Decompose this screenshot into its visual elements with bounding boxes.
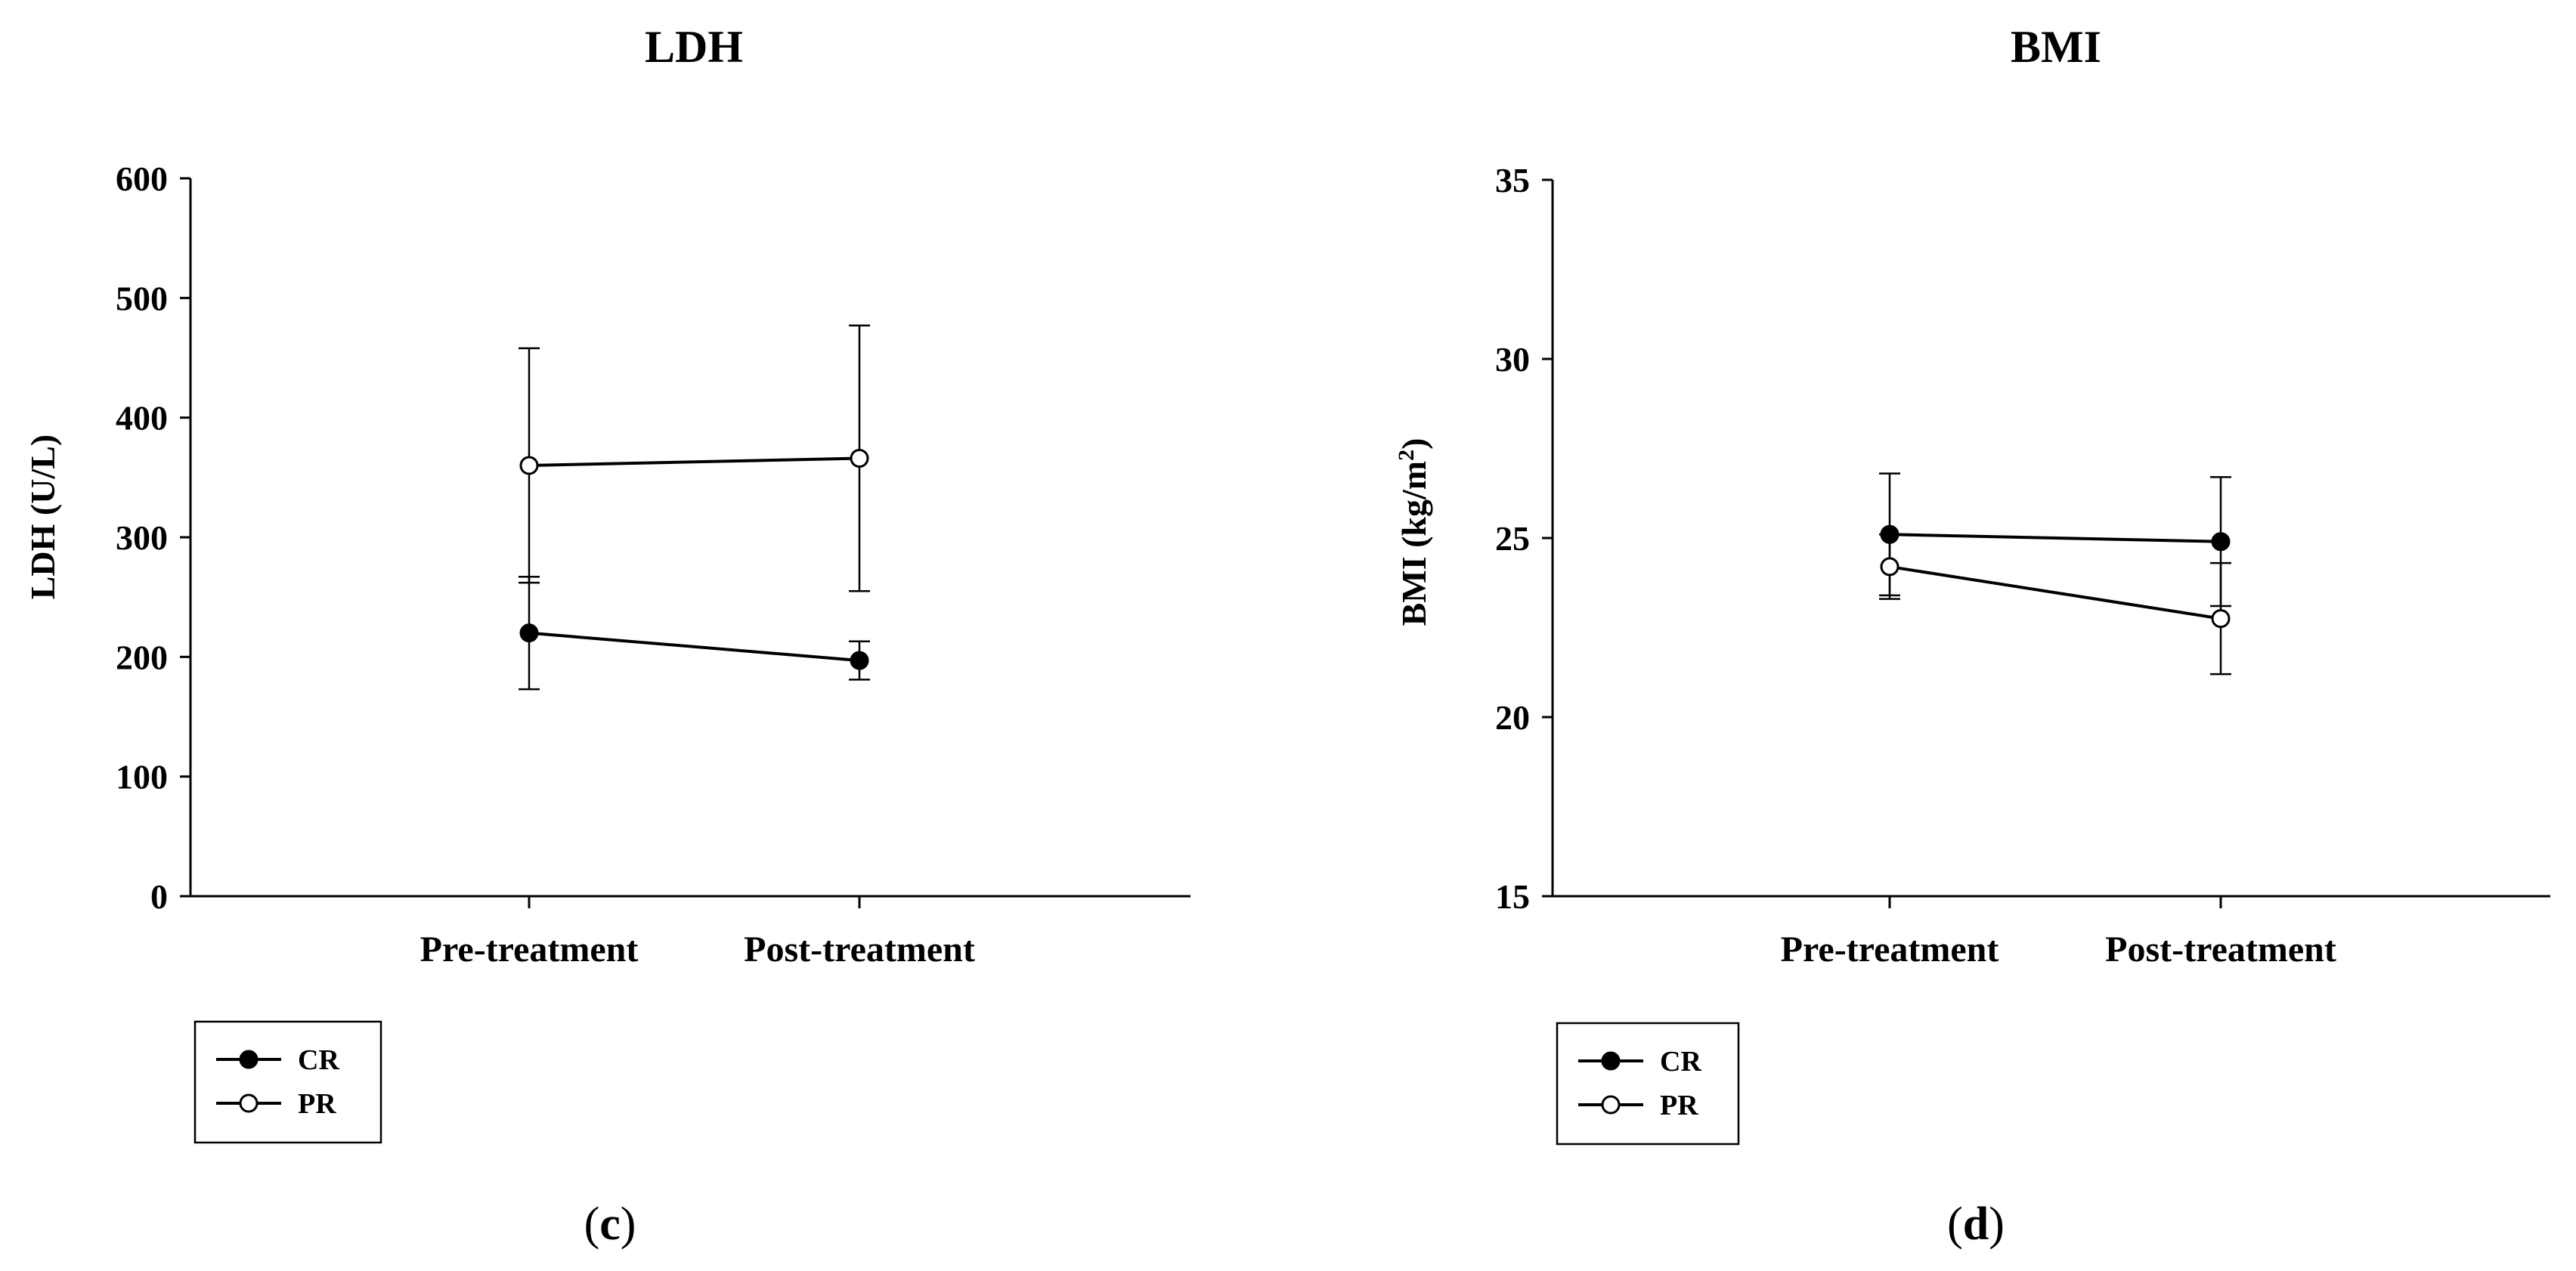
y-tick-label: 100	[116, 758, 168, 796]
x-tick-label: Post-treatment	[2105, 929, 2336, 969]
legend-marker	[1601, 1095, 1621, 1115]
y-tick-label: 35	[1495, 161, 1530, 199]
legend-label: CR	[1660, 1046, 1701, 1078]
y-tick-label: 25	[1495, 519, 1530, 558]
y-axis-label-bmi: BMI (kg/m2)	[1394, 438, 1434, 626]
y-tick-label: 400	[116, 399, 168, 438]
legend-label: CR	[298, 1044, 339, 1076]
data-point-cr	[519, 623, 539, 643]
y-tick-label: 20	[1495, 698, 1530, 737]
y-axis-label-tail: )	[1395, 438, 1433, 450]
series-line-cr	[528, 631, 860, 663]
data-point-pr	[2211, 609, 2231, 629]
y-tick-label: 15	[1495, 877, 1530, 916]
legend-ldh: CR PR	[194, 1020, 382, 1144]
panel-letter-d: (d)	[1947, 1198, 2005, 1250]
legend-bmi: CR PR	[1556, 1022, 1740, 1146]
y-axis-label-main: BMI (kg/m	[1395, 461, 1433, 626]
x-tick-label: Post-treatment	[744, 929, 975, 969]
series-line-pr	[528, 456, 860, 467]
data-point-pr	[850, 449, 869, 468]
axes-bmi: 15 20 25 30 35 Pre-treatment Post-treatment	[1495, 161, 2550, 969]
panel-ldh: LDH LDH (U/L) 0 100 200 300 400 500 600 Pre-tre…	[23, 22, 1190, 1250]
x-tick-label: Pre-treatment	[420, 929, 639, 969]
data-point-pr	[519, 456, 539, 475]
panel-letter-c-label: c	[599, 1198, 621, 1250]
panel-letter-c: (c)	[584, 1198, 636, 1250]
legend-box	[1556, 1022, 1740, 1146]
x-tick-label: Pre-treatment	[1781, 929, 1999, 969]
legend-label: PR	[1660, 1090, 1698, 1121]
y-tick-label: 0	[150, 877, 168, 916]
legend-box	[194, 1020, 382, 1144]
data-point-cr	[2211, 532, 2231, 552]
y-tick-label: 200	[116, 638, 168, 676]
chart-title-ldh: LDH	[645, 22, 743, 72]
data-point-pr	[1880, 557, 1899, 577]
axes-ldh: 0 100 200 300 400 500 600 Pre-treatment Post-tre…	[116, 159, 1190, 969]
data-point-cr	[850, 651, 869, 670]
marks-bmi	[1879, 472, 2231, 676]
y-tick-label: 600	[116, 159, 168, 198]
y-axis-label-main: LDH (U/L)	[23, 434, 62, 600]
legend-marker	[239, 1093, 259, 1113]
panel-bmi: BMI BMI (kg/m2) 15 20 25 30 35 Pre-treatment P…	[1394, 22, 2550, 1250]
y-tick-label: 500	[116, 279, 168, 317]
y-tick-label: 300	[116, 518, 168, 557]
marks-ldh	[519, 324, 870, 691]
panel-letter-d-label: d	[1963, 1198, 1989, 1250]
legend-marker	[1601, 1051, 1621, 1071]
series-line-pr	[1889, 564, 2221, 620]
y-axis-label-ldh: LDH (U/L)	[23, 434, 62, 600]
chart-title-bmi: BMI	[2011, 22, 2101, 72]
series-line-cr	[1889, 533, 2221, 543]
legend-marker	[239, 1050, 259, 1069]
y-tick-label: 30	[1495, 340, 1530, 379]
legend-label: PR	[298, 1088, 336, 1120]
y-axis-label-sup: 2	[1394, 450, 1419, 461]
